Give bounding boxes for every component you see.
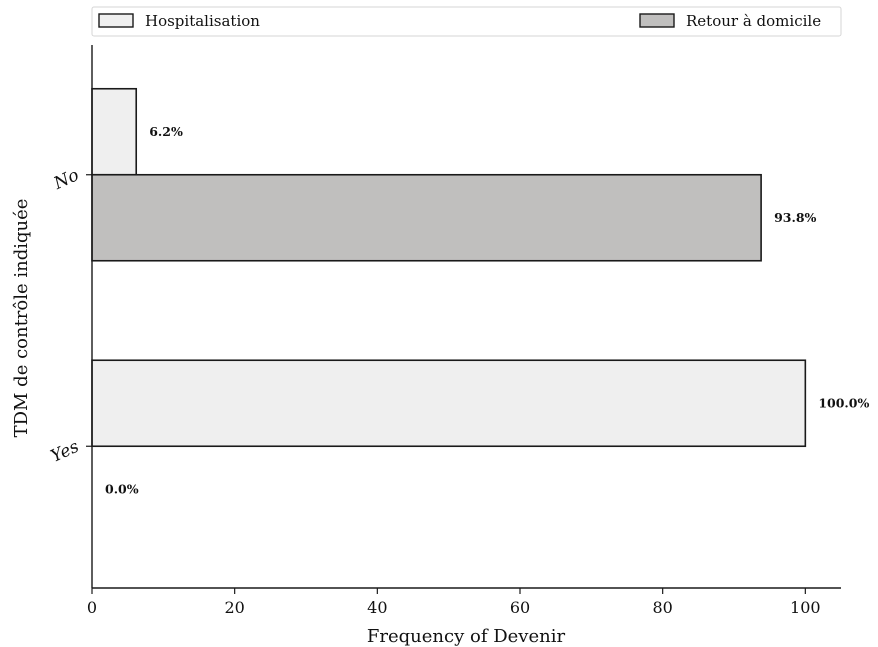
bar-value-label: 6.2%: [149, 124, 183, 139]
legend-label-retour-a-domicile: Retour à domicile: [686, 12, 821, 30]
y-axis-label: TDM de contrôle indiquée: [11, 199, 32, 438]
legend: Hospitalisation Retour à domicile: [91, 6, 842, 37]
y-tick-label-yes: Yes: [48, 437, 83, 467]
legend-swatch-hospitalisation: [98, 13, 134, 28]
y-tick-label-no: No: [50, 165, 82, 194]
x-tick-label: 0: [87, 598, 97, 617]
x-tick-label: 60: [510, 598, 530, 617]
x-tick-label: 80: [652, 598, 672, 617]
x-tick-label: 100: [790, 598, 821, 617]
bar-labels: 6.2% 93.8% 100.0% 0.0%: [105, 124, 869, 497]
bar-value-label: 100.0%: [818, 395, 869, 410]
legend-swatch-retour-a-domicile: [639, 13, 675, 28]
x-tick-label: 20: [224, 598, 244, 617]
x-tick-label: 40: [367, 598, 387, 617]
bars: [91, 87, 807, 448]
bar-value-label: 0.0%: [105, 481, 139, 496]
bar-hospitalisation-yes: [91, 359, 807, 448]
legend-label-hospitalisation: Hospitalisation: [145, 12, 260, 30]
bar-value-label: 93.8%: [774, 210, 816, 225]
bar-retour-domicile-no: [91, 173, 762, 262]
x-axis-label: Frequency of Devenir: [367, 626, 566, 647]
bar-hospitalisation-no: [91, 87, 138, 176]
